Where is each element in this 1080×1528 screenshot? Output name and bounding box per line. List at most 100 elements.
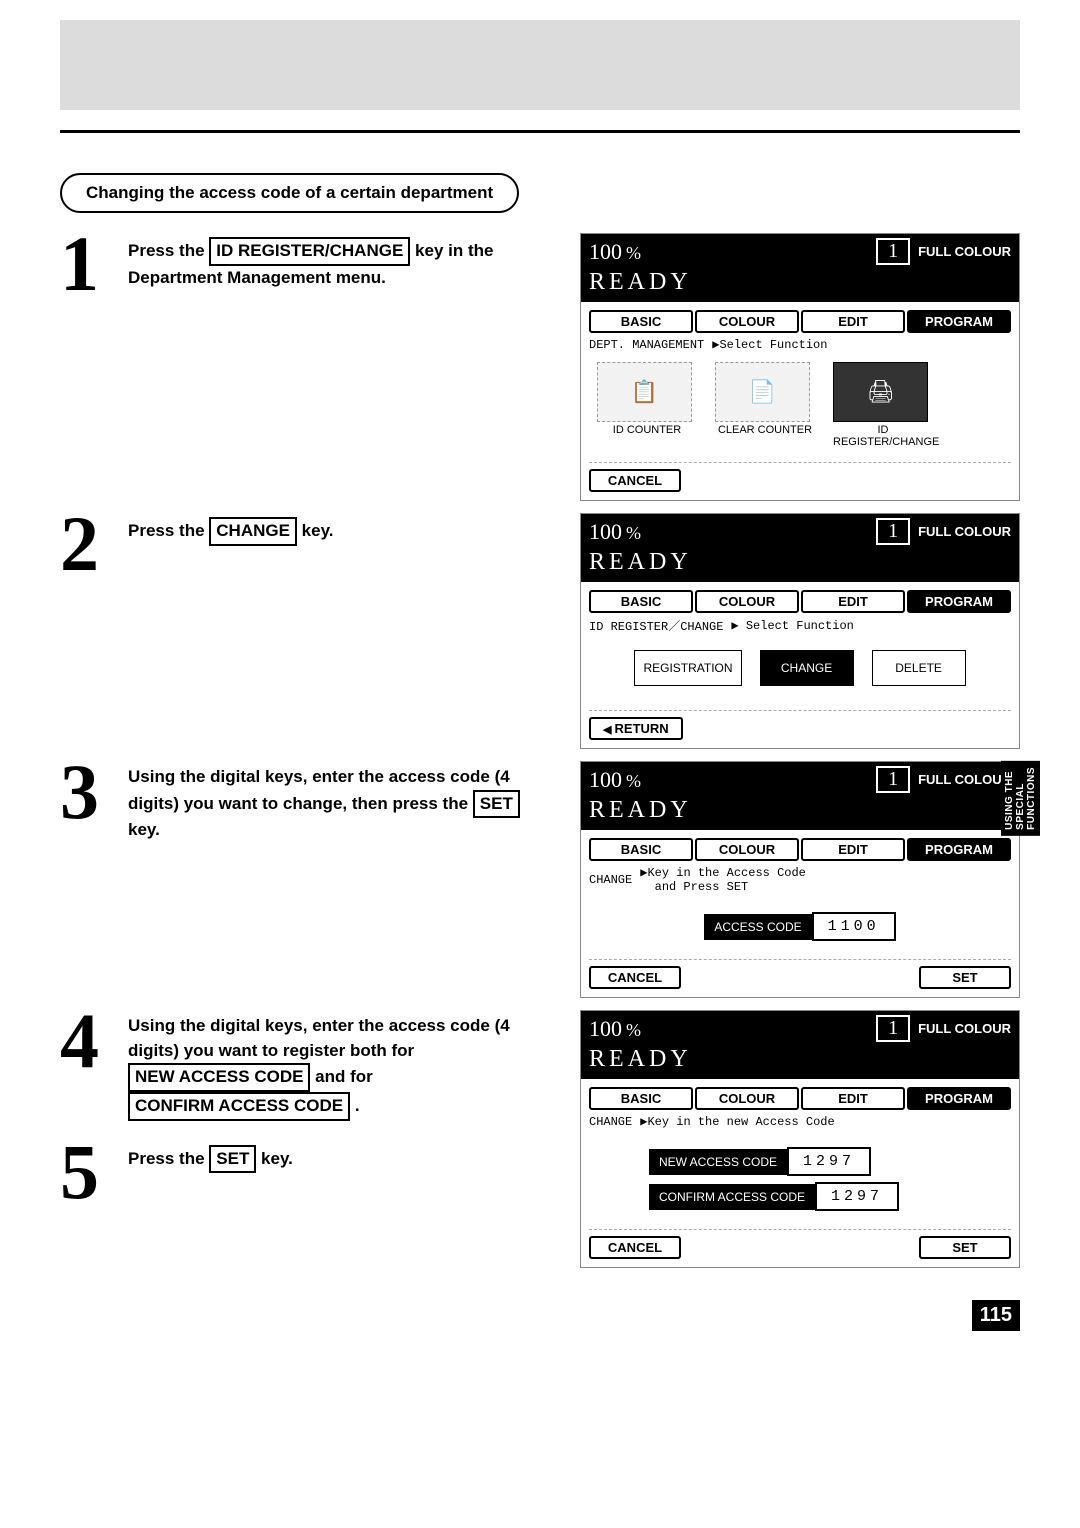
text: . [350, 1096, 359, 1115]
tab-edit[interactable]: EDIT [801, 590, 905, 613]
set-button[interactable]: SET [919, 1236, 1011, 1259]
full-colour-label: FULL COLOUR [918, 244, 1011, 259]
ready-label: READY [581, 269, 1019, 302]
copies: 1 [888, 240, 898, 263]
key-id-register-change: ID REGISTER/CHANGE [209, 237, 410, 266]
lcd-screen-4: 100% 1 FULL COLOUR READY BASIC COLOUR ED… [580, 1010, 1020, 1268]
tab-program[interactable]: PROGRAM [907, 1087, 1011, 1110]
tab-colour[interactable]: COLOUR [695, 310, 799, 333]
full-colour-label: FULL COLOUR [918, 1021, 1011, 1036]
tab-edit[interactable]: EDIT [801, 838, 905, 861]
page-number: 115 [972, 1300, 1020, 1331]
step-text: Press the ID REGISTER/CHANGE key in the … [128, 233, 556, 290]
step-number: 3 [60, 761, 110, 823]
step-number: 1 [60, 233, 110, 295]
percent: % [626, 771, 641, 792]
clear-counter-icon: 📄 [715, 362, 810, 422]
tab-edit[interactable]: EDIT [801, 310, 905, 333]
text: key. [128, 820, 160, 839]
new-access-code-value[interactable]: 1297 [787, 1147, 871, 1176]
change-button[interactable]: CHANGE [760, 650, 854, 686]
copies: 1 [888, 1017, 898, 1040]
text: and for [310, 1067, 372, 1086]
ratio: 100 [589, 767, 622, 793]
confirm-access-code-value[interactable]: 1297 [815, 1182, 899, 1211]
ready-label: READY [581, 549, 1019, 582]
prompt: ▶Key in the new Access Code [640, 1114, 834, 1129]
access-code-label: ACCESS CODE [704, 914, 811, 940]
tab-basic[interactable]: BASIC [589, 590, 693, 613]
full-colour-label: FULL COLOUR [918, 772, 1011, 787]
step-text: Press the CHANGE key. [128, 513, 556, 546]
label: CLEAR COUNTER [715, 424, 815, 436]
step-number: 2 [60, 513, 110, 575]
ratio: 100 [589, 239, 622, 265]
ready-label: READY [581, 1046, 1019, 1079]
tab-basic[interactable]: BASIC [589, 1087, 693, 1110]
tab-basic[interactable]: BASIC [589, 838, 693, 861]
clear-counter-button[interactable]: 📄 CLEAR COUNTER [715, 362, 815, 448]
access-code-value[interactable]: 1100 [812, 912, 896, 941]
id-register-change-icon: 🖨 [833, 362, 928, 422]
id-counter-button[interactable]: 📋 ID COUNTER [597, 362, 697, 448]
screen-name: DEPT. MANAGEMENT [589, 338, 704, 352]
header-banner [60, 20, 1020, 110]
screen-name: ID REGISTER／CHANGE [589, 617, 723, 634]
tab-basic[interactable]: BASIC [589, 310, 693, 333]
text: key. [302, 521, 334, 540]
set-button[interactable]: SET [919, 966, 1011, 989]
label: ID REGISTER/CHANGE [833, 424, 933, 448]
tab-program[interactable]: PROGRAM [907, 310, 1011, 333]
registration-button[interactable]: REGISTRATION [634, 650, 741, 686]
lcd-screen-1: 100% 1 FULL COLOUR READY BASIC COLOUR ED… [580, 233, 1020, 501]
id-counter-icon: 📋 [597, 362, 692, 422]
tab-colour[interactable]: COLOUR [695, 590, 799, 613]
copies: 1 [888, 768, 898, 791]
prompt: ▶ Select Function [731, 618, 853, 633]
tab-program[interactable]: PROGRAM [907, 590, 1011, 613]
screen-name: CHANGE [589, 873, 632, 887]
lcd-screen-3: 100% 1 FULL COLOUR READY BASIC COLOUR ED… [580, 761, 1020, 998]
key-new-access-code: NEW ACCESS CODE [128, 1063, 310, 1092]
text: Using the digital keys, enter the access… [128, 1016, 510, 1060]
title-rule [60, 130, 1020, 133]
step-text: Using the digital keys, enter the access… [128, 1010, 556, 1121]
delete-button[interactable]: DELETE [872, 650, 966, 686]
step-text: Press the SET key. [128, 1141, 556, 1174]
text: Using the digital keys, enter the access… [128, 767, 510, 813]
step-3: 3 Using the digital keys, enter the acce… [60, 761, 556, 843]
cancel-button[interactable]: CANCEL [589, 1236, 681, 1259]
text: Press the [128, 241, 209, 260]
lcd-screen-2: 100% 1 FULL COLOUR READY BASIC COLOUR ED… [580, 513, 1020, 749]
text: Press the [128, 521, 209, 540]
step-5: 5 Press the SET key. [60, 1141, 556, 1203]
prompt: ▶Select Function [712, 337, 827, 352]
new-access-code-label: NEW ACCESS CODE [649, 1149, 787, 1175]
ready-label: READY [581, 797, 1019, 830]
key-set: SET [209, 1145, 256, 1174]
text: key. [256, 1149, 293, 1168]
side-tab: USING THE SPECIAL FUNCTIONS [1001, 761, 1040, 836]
step-number: 5 [60, 1141, 110, 1203]
cancel-button[interactable]: CANCEL [589, 966, 681, 989]
tab-colour[interactable]: COLOUR [695, 1087, 799, 1110]
confirm-access-code-label: CONFIRM ACCESS CODE [649, 1184, 815, 1210]
tab-program[interactable]: PROGRAM [907, 838, 1011, 861]
percent: % [626, 243, 641, 264]
step-number: 4 [60, 1010, 110, 1072]
id-register-change-button[interactable]: 🖨 ID REGISTER/CHANGE [833, 362, 933, 448]
percent: % [626, 1020, 641, 1041]
return-button[interactable]: RETURN [589, 717, 683, 740]
copies: 1 [888, 520, 898, 543]
cancel-button[interactable]: CANCEL [589, 469, 681, 492]
step-text: Using the digital keys, enter the access… [128, 761, 556, 843]
ratio: 100 [589, 519, 622, 545]
tab-edit[interactable]: EDIT [801, 1087, 905, 1110]
step-4: 4 Using the digital keys, enter the acce… [60, 1010, 556, 1121]
text: Press the [128, 1149, 209, 1168]
key-change: CHANGE [209, 517, 297, 546]
section-title: Changing the access code of a certain de… [60, 173, 519, 213]
key-set: SET [473, 790, 520, 819]
tab-colour[interactable]: COLOUR [695, 838, 799, 861]
percent: % [626, 523, 641, 544]
